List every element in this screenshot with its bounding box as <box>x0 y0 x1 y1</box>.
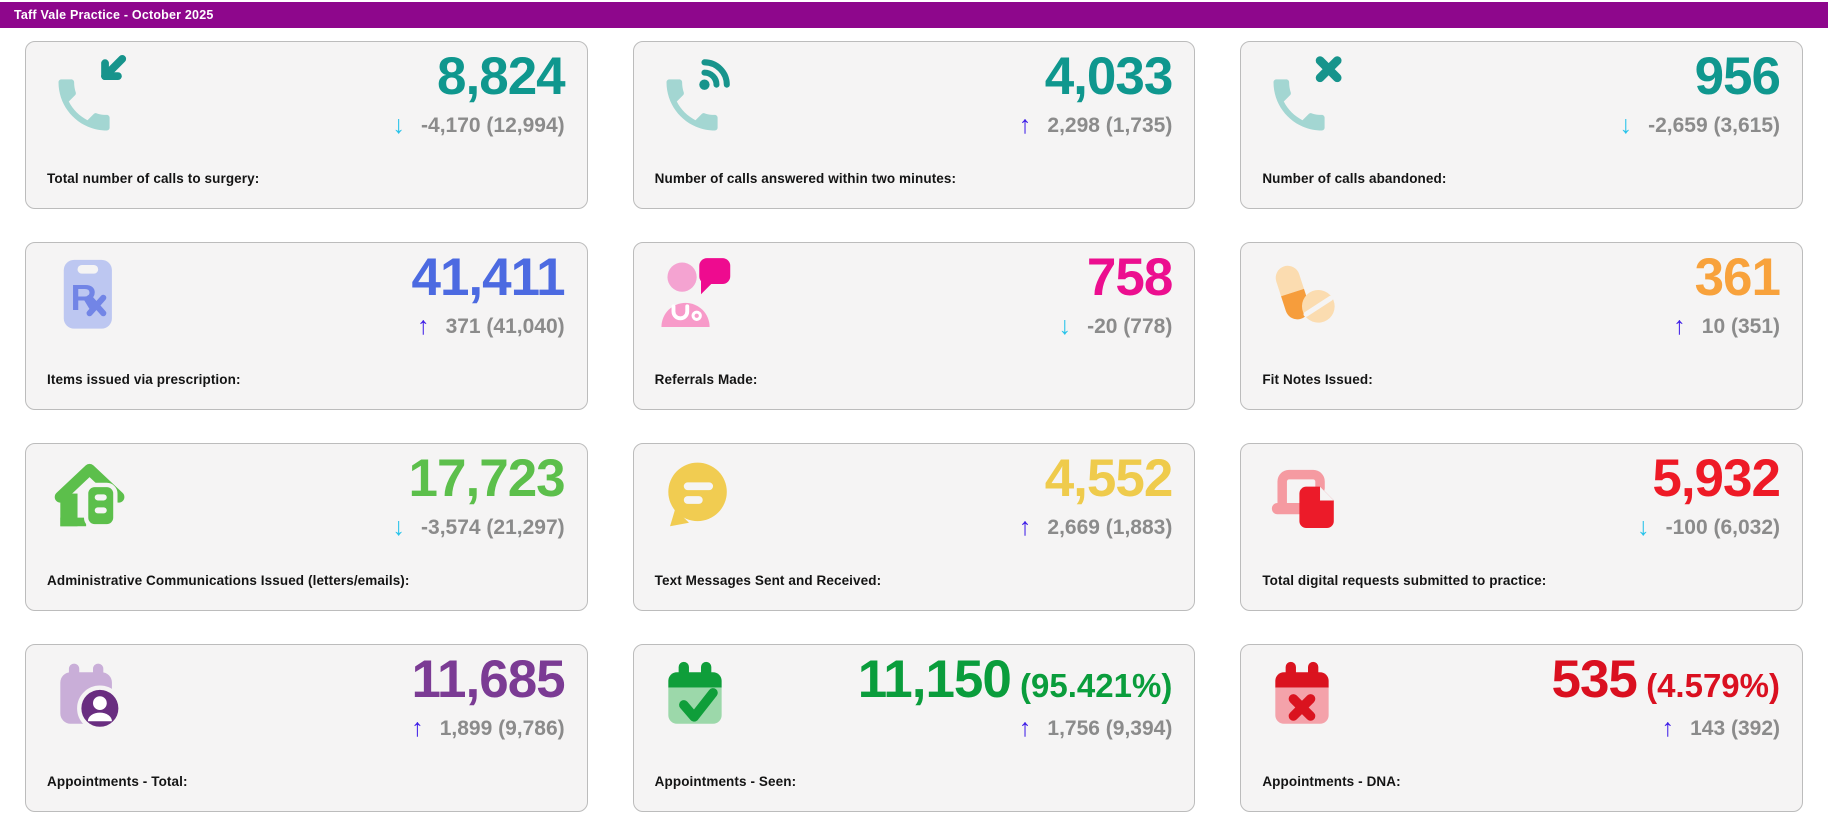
trend-down-icon: ↓ <box>392 513 406 542</box>
stat-change: -20 (778) <box>1087 314 1173 338</box>
stat-label: Appointments - DNA: <box>1262 774 1401 789</box>
stat-change-row: ↓ -2,659 (3,615) <box>1620 113 1780 138</box>
phone-incoming-icon <box>50 52 136 138</box>
stat-change-row: ↓ -20 (778) <box>1059 314 1173 339</box>
stat-change: -4,170 (12,994) <box>421 113 565 137</box>
stat-card-calls-total: 8,824 ↓ -4,170 (12,994) Total number of … <box>25 41 588 209</box>
stat-value: 11,685 <box>411 650 565 709</box>
prescription-icon: R <box>50 253 136 339</box>
trend-down-icon: ↓ <box>1637 513 1650 542</box>
stat-label: Total number of calls to surgery: <box>47 171 260 186</box>
house-letters-icon <box>50 454 136 540</box>
calendar-check-icon <box>658 655 744 741</box>
trend-up-icon: ↑ <box>1673 312 1686 341</box>
stat-card-text-messages: 4,552 ↑ 2,669 (1,883) Text Messages Sent… <box>632 443 1196 611</box>
stat-label: Total digital requests submitted to prac… <box>1262 573 1547 588</box>
stat-card-prescriptions: R 41,411 ↑ 371 (41,040) Items issued via… <box>25 242 588 410</box>
header-bar: Taff Vale Practice - October 2025 <box>0 2 1828 28</box>
trend-up-icon: ↑ <box>417 312 430 341</box>
stat-change-row: ↑ 371 (41,040) <box>411 312 565 341</box>
stat-change: 1,899 (9,786) <box>439 716 565 740</box>
stat-value: 956 <box>1694 47 1781 106</box>
stat-change-row: ↑ 1,899 (9,786) <box>411 716 564 741</box>
trend-up-icon: ↑ <box>1018 513 1032 542</box>
stat-change: 371 (41,040) <box>445 314 565 338</box>
trend-up-icon: ↑ <box>1661 714 1675 743</box>
stat-change: 10 (351) <box>1701 314 1780 338</box>
trend-up-icon: ↑ <box>411 714 424 743</box>
stat-label: Items issued via prescription: <box>47 372 241 387</box>
stat-card-admin-communications: 17,723 ↓ -3,574 (21,297) Administrative … <box>25 443 588 611</box>
stat-change-row: ↑ 2,298 (1,735) <box>1019 113 1172 138</box>
stat-label: Administrative Communications Issued (le… <box>47 573 410 588</box>
trend-up-icon: ↑ <box>1018 714 1032 743</box>
chat-bubble-icon <box>658 454 744 540</box>
stat-change: 1,756 (9,394) <box>1047 716 1173 740</box>
stat-card-appointments-seen: 11,150 (95.421%) ↑ 1,756 (9,394) Appoint… <box>632 644 1196 812</box>
stat-card-digital-requests: 5,932 ↓ -100 (6,032) Total digital reque… <box>1240 443 1803 611</box>
stat-change: -2,659 (3,615) <box>1648 113 1780 137</box>
phone-x-icon <box>1265 52 1351 138</box>
phone-waves-icon <box>658 52 744 138</box>
calendar-x-icon <box>1265 655 1351 741</box>
stat-label: Appointments - Total: <box>47 774 188 789</box>
stat-card-appointments-total: 11,685 ↑ 1,899 (9,786) Appointments - To… <box>25 644 588 812</box>
stat-label: Referrals Made: <box>654 372 758 387</box>
pills-icon <box>1265 253 1351 339</box>
stat-value: 41,411 <box>411 248 565 307</box>
stat-change-row: ↑ 2,669 (1,883) <box>1019 515 1172 540</box>
stat-value: 17,723 <box>408 449 566 508</box>
stats-grid: 8,824 ↓ -4,170 (12,994) Total number of … <box>0 28 1828 812</box>
stat-card-calls-answered: 4,033 ↑ 2,298 (1,735) Number of calls an… <box>632 41 1196 209</box>
trend-down-icon: ↓ <box>1619 111 1633 140</box>
stat-label: Number of calls answered within two minu… <box>654 171 957 186</box>
stat-change: -3,574 (21,297) <box>421 515 565 539</box>
digital-request-icon <box>1265 454 1351 540</box>
stat-value: 758 <box>1086 248 1173 307</box>
stat-value: 4,552 <box>1044 449 1174 508</box>
stat-label: Number of calls abandoned: <box>1262 171 1447 186</box>
calendar-person-icon <box>50 655 136 741</box>
stat-label: Text Messages Sent and Received: <box>654 573 882 588</box>
stat-value: 8,824 <box>437 47 566 106</box>
stat-card-calls-abandoned: 956 ↓ -2,659 (3,615) Number of calls aba… <box>1240 41 1803 209</box>
stat-change: 2,669 (1,883) <box>1047 515 1173 539</box>
trend-down-icon: ↓ <box>1058 312 1072 341</box>
stat-change-row: ↓ -100 (6,032) <box>1637 515 1780 540</box>
stat-value: 4,033 <box>1044 47 1174 106</box>
stat-change-row: ↑ 143 (392) <box>1551 716 1780 741</box>
stat-value: 361 <box>1694 248 1781 307</box>
stat-change-row: ↑ 10 (351) <box>1673 314 1780 339</box>
stat-value: 5,932 <box>1652 449 1781 508</box>
stat-value: 535 (4.579%) <box>1551 650 1780 709</box>
referral-doctor-icon <box>658 253 744 339</box>
stat-card-appointments-dna: 535 (4.579%) ↑ 143 (392) Appointments - … <box>1240 644 1803 812</box>
stat-change: -100 (6,032) <box>1665 515 1780 539</box>
stat-change-row: ↓ -4,170 (12,994) <box>393 113 565 138</box>
stat-card-referrals: 758 ↓ -20 (778) Referrals Made: <box>632 242 1196 410</box>
stat-change: 2,298 (1,735) <box>1047 113 1173 137</box>
stat-change-row: ↑ 1,756 (9,394) <box>858 714 1173 743</box>
stat-value: 11,150 (95.421%) <box>857 650 1173 709</box>
stat-change-row: ↓ -3,574 (21,297) <box>393 515 565 540</box>
stat-card-fit-notes: 361 ↑ 10 (351) Fit Notes Issued: <box>1240 242 1803 410</box>
stat-label: Fit Notes Issued: <box>1262 372 1373 387</box>
trend-up-icon: ↑ <box>1018 111 1032 140</box>
stat-label: Appointments - Seen: <box>654 774 797 789</box>
page-title: Taff Vale Practice - October 2025 <box>14 8 214 22</box>
trend-down-icon: ↓ <box>392 111 406 140</box>
stat-change: 143 (392) <box>1690 716 1780 740</box>
